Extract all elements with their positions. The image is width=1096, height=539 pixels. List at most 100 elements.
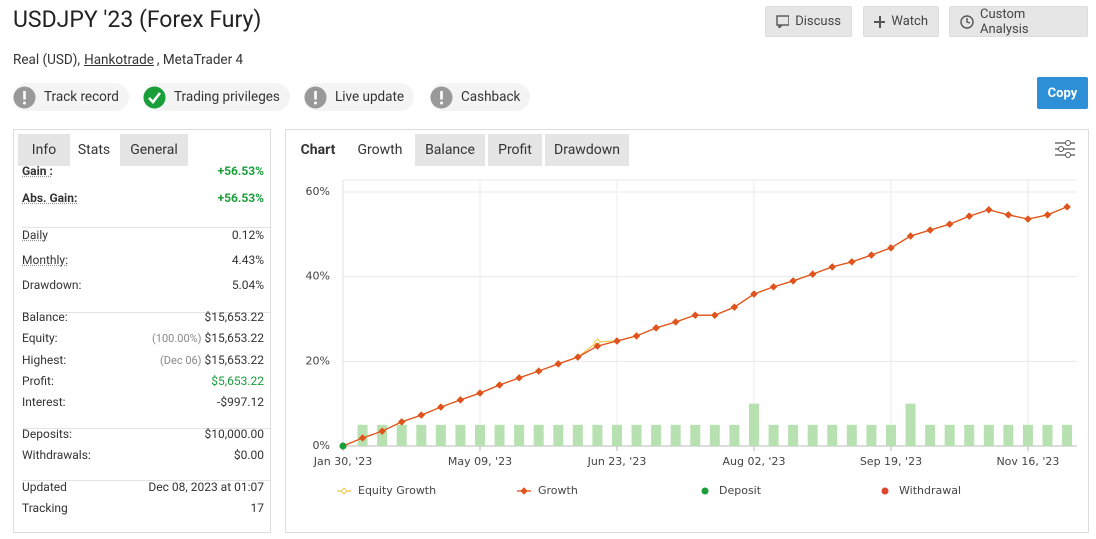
stat-row: Highest: (Dec 06) $15,653.22 (22, 350, 264, 370)
stat-label: Abs. Gain: (22, 191, 78, 205)
stat-number: $0.00 (233, 448, 264, 462)
stat-value: 5.04% (232, 278, 264, 292)
platform: , MetaTrader 4 (156, 52, 244, 68)
stat-row: Balance: $15,653.22 (22, 307, 264, 327)
watch-button[interactable]: Watch (863, 6, 939, 37)
status-badge: Cashback (430, 83, 531, 111)
stat-row: Tracking 17 (22, 498, 264, 518)
stat-row: Drawdown: 5.04% (22, 275, 264, 295)
separator (22, 428, 270, 429)
warning-icon (13, 86, 36, 108)
clock-icon (960, 14, 974, 29)
stat-note: (Dec 06) (160, 354, 202, 367)
stat-row: Updated Dec 08, 2023 at 01:07 (22, 477, 264, 497)
chart-panel: Chart Growth Balance Profit Drawdown (285, 129, 1089, 533)
stat-label: Profit: (22, 374, 54, 388)
tab: Growth (347, 134, 413, 166)
stat-row: Withdrawals: $0.00 (22, 445, 264, 465)
separator (22, 227, 270, 228)
stat-value: $10,000.00 (205, 427, 264, 441)
stat-number: +56.53% (217, 191, 264, 205)
stat-value: $0.00 (234, 448, 264, 462)
badge-label: Cashback (461, 89, 521, 105)
stat-number: -$997.12 (217, 395, 264, 409)
broker-link[interactable]: Hankotrade (84, 52, 154, 68)
tab: Profit (488, 134, 542, 166)
stat-label: Daily (22, 228, 48, 242)
tab: Info (18, 134, 70, 166)
stat-number: 17 (250, 501, 265, 515)
stat-value: +56.53% (218, 191, 264, 205)
stat-value: +56.53% (218, 164, 264, 178)
stat-row: Daily 0.12% (22, 225, 264, 245)
warning-icon (304, 86, 327, 108)
stat-number: $5,653.22 (211, 374, 264, 388)
account-info: Real (USD), Hankotrade, MetaTrader 4 (13, 52, 243, 68)
stat-value: (Dec 06) $15,653.22 (160, 353, 264, 367)
stat-note: (100.00%) (152, 332, 202, 345)
stat-row: Deposits: $10,000.00 (22, 424, 264, 444)
custom-analysis-button[interactable]: Custom Analysis (949, 6, 1088, 37)
discuss-button[interactable]: Discuss (765, 6, 852, 37)
status-badge: Live update (304, 83, 415, 111)
stat-label: Balance: (22, 310, 68, 324)
stat-value: (100.00%) $15,653.22 (152, 331, 264, 345)
warning-icon (430, 86, 453, 108)
stat-row: Abs. Gain: +56.53% (22, 188, 264, 208)
stat-label: Drawdown: (22, 278, 82, 292)
stat-row: Gain : +56.53% (22, 161, 264, 181)
stats-panel: Info Stats General Gain : +56.53% Abs. Gain: +… (13, 129, 271, 533)
badge-label: Live update (335, 89, 405, 105)
status-badge: Track record (13, 83, 129, 111)
check-icon (143, 86, 166, 108)
stat-row: Monthly: 4.43% (22, 250, 264, 270)
stat-label: Interest: (22, 395, 66, 409)
plus-icon (874, 15, 886, 28)
stat-number: $15,653.22 (204, 310, 264, 324)
custom-analysis-label: Custom Analysis (979, 6, 1029, 37)
stat-value: 17 (251, 501, 265, 515)
stat-number: 5.04% (231, 278, 264, 292)
stat-label: Highest: (22, 353, 67, 367)
account-type: Real (USD), (13, 52, 81, 68)
status-badge: Trading privileges (143, 83, 290, 111)
tab: Stats (70, 134, 118, 166)
stat-row: Profit: $5,653.22 (22, 371, 264, 391)
stat-number: Dec 08, 2023 at 01:07 (148, 480, 264, 494)
discuss-label: Discuss (795, 14, 841, 29)
separator (22, 480, 270, 481)
stat-number: 0.12% (231, 228, 264, 242)
stat-value: $15,653.22 (205, 310, 264, 324)
stat-row: Interest: -$997.12 (22, 392, 264, 412)
copy-button[interactable]: Copy (1037, 77, 1088, 109)
watch-label: Watch (891, 14, 928, 29)
settings-icon[interactable] (1054, 138, 1076, 160)
tab: Chart (290, 134, 346, 166)
tab: Drawdown (545, 134, 629, 166)
tab: General (120, 134, 188, 166)
stat-label: Tracking (22, 501, 68, 515)
separator (22, 312, 270, 313)
stat-value: $5,653.22 (211, 374, 264, 388)
stat-value: 0.12% (232, 228, 264, 242)
stat-number: $15,653.22 (204, 353, 264, 367)
tab: Balance (415, 134, 485, 166)
discuss-icon (776, 15, 790, 28)
stat-label: Deposits: (22, 427, 72, 441)
stat-label: Gain : (22, 164, 53, 178)
stat-number: $10,000.00 (204, 427, 264, 441)
stat-value: Dec 08, 2023 at 01:07 (148, 480, 264, 494)
badge-label: Trading privileges (174, 89, 280, 105)
stat-label: Equity: (22, 331, 58, 345)
badge-label: Track record (44, 89, 119, 105)
stat-row: Equity: (100.00%) $15,653.22 (22, 328, 264, 348)
page-title: USDJPY '23 (Forex Fury) (13, 6, 262, 33)
stat-value: 4.43% (232, 253, 264, 267)
stat-value: -$997.12 (217, 395, 264, 409)
stat-label: Monthly: (22, 253, 68, 267)
stat-number: +56.53% (217, 164, 264, 178)
stat-number: 4.43% (231, 253, 264, 267)
stat-number: $15,653.22 (204, 331, 264, 345)
stat-label: Withdrawals: (22, 448, 91, 462)
